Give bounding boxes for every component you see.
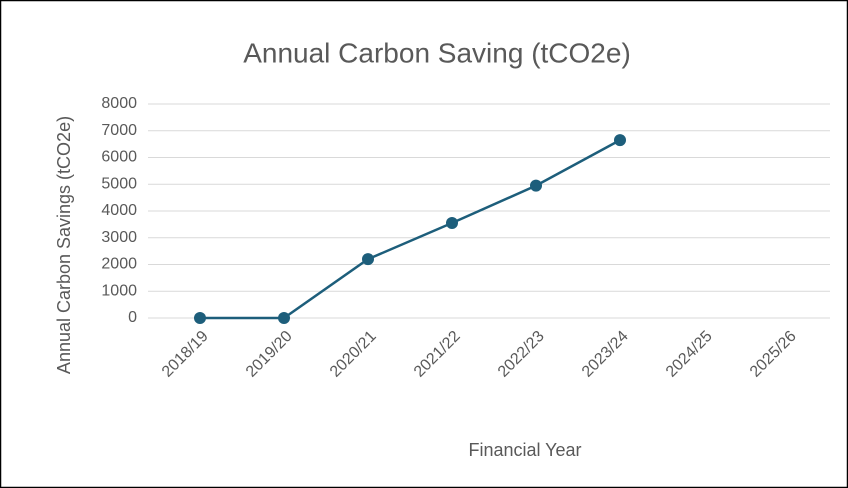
y-tick-label: 8000	[101, 95, 137, 112]
y-tick-label: 2000	[101, 256, 137, 273]
series-line	[200, 139, 621, 320]
y-tick-label: 3000	[101, 229, 137, 246]
y-tick-label: 6000	[101, 149, 137, 166]
data-point	[614, 134, 626, 147]
y-tick-label: 1000	[101, 282, 137, 299]
data-point	[194, 312, 206, 324]
x-axis-title: Financial Year	[468, 440, 581, 460]
y-tick-label: 0	[128, 309, 137, 326]
chart-title: Annual Carbon Saving (tCO2e)	[243, 37, 631, 68]
y-tick-label: 4000	[101, 202, 137, 219]
data-point	[530, 179, 542, 192]
data-point	[278, 312, 290, 324]
y-axis-title: Annual Carbon Savings (tCO2e)	[54, 116, 74, 374]
y-tick-label: 7000	[101, 122, 137, 139]
y-tick-label: 5000	[101, 175, 137, 192]
data-point	[362, 253, 374, 266]
data-point	[446, 217, 458, 230]
